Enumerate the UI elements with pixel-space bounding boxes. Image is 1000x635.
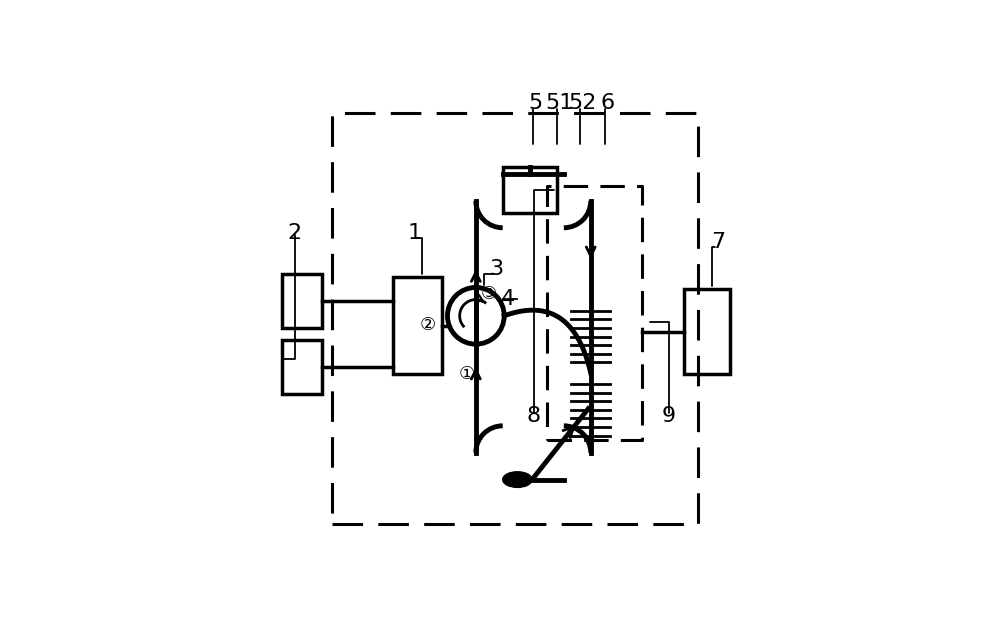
Bar — [393, 277, 442, 375]
Ellipse shape — [503, 472, 532, 488]
Text: ①: ① — [458, 366, 475, 384]
Text: 8: 8 — [527, 406, 541, 426]
Text: ②: ② — [419, 316, 435, 333]
Text: 9: 9 — [662, 406, 676, 426]
Bar — [282, 274, 322, 328]
Text: 51: 51 — [545, 93, 574, 113]
Bar — [282, 340, 322, 394]
Text: 52: 52 — [569, 93, 597, 113]
Text: 1: 1 — [408, 223, 422, 243]
Text: 3: 3 — [489, 259, 503, 279]
Text: ③: ③ — [481, 284, 497, 303]
Bar — [684, 289, 730, 375]
Text: 4: 4 — [501, 289, 515, 309]
Text: 6: 6 — [601, 93, 615, 113]
Text: 5: 5 — [528, 93, 542, 113]
Text: 2: 2 — [288, 223, 302, 243]
Bar — [503, 166, 557, 213]
Text: 7: 7 — [711, 232, 725, 253]
